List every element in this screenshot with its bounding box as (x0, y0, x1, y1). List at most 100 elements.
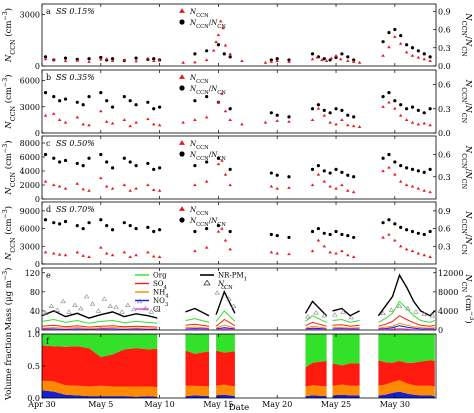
label-part: CCN (196, 211, 209, 217)
ncn-point (421, 311, 427, 316)
nccn-point (404, 118, 409, 122)
ratio-point (152, 57, 156, 61)
panel-label: b (46, 73, 51, 82)
panel-label: c (46, 139, 51, 148)
nccn-point (275, 119, 280, 122)
nccn-point (340, 249, 344, 253)
panel-frame (41, 3, 437, 67)
nccn-point (110, 121, 115, 125)
ratio-point (352, 235, 356, 240)
nr-pm1-line (304, 300, 328, 317)
so4-area (332, 363, 360, 386)
label-part: −3 (1, 78, 9, 87)
legend-label: NR-PM1 (218, 272, 247, 283)
label-part: ) (463, 320, 474, 323)
nccn-point (110, 253, 115, 257)
y2-tick-label: 4000 (438, 307, 458, 316)
nccn-point (334, 122, 338, 126)
panel-frame (41, 201, 437, 265)
ratio-point (340, 232, 344, 237)
label-part: NR-PM (218, 272, 244, 280)
ncn-point (396, 303, 403, 308)
y2-tick-label: 0.3 (438, 173, 451, 182)
label-part: N (189, 151, 197, 159)
nccn-point (204, 115, 209, 119)
ratio-point (87, 221, 91, 225)
ratio-point (275, 57, 279, 61)
ratio-point (404, 228, 409, 232)
label-part: N (189, 217, 197, 225)
ss-label: SS 0.50% (56, 139, 95, 148)
ncn-point (107, 303, 113, 308)
nccn-point (110, 59, 115, 62)
label-part: / (463, 168, 473, 171)
ncn-point (113, 304, 119, 309)
ratio-point (58, 222, 62, 226)
y2-axis-title: NCCN/NCN (460, 12, 473, 57)
label-part: ) (3, 8, 14, 11)
nccn-point (128, 124, 133, 128)
ratio-point (334, 107, 338, 111)
nccn-point (134, 120, 138, 124)
nh4-line (332, 327, 360, 329)
ratio-point (87, 156, 91, 160)
ratio-point (393, 99, 397, 103)
ratio-point (352, 115, 356, 119)
ratio-point (381, 221, 385, 225)
ratio-point (316, 164, 320, 168)
label-part: −3 (1, 11, 9, 20)
label-part: (cm (3, 87, 14, 106)
nccn-point (104, 251, 109, 255)
label-part: N (463, 38, 473, 47)
no3-area (378, 391, 435, 398)
nccn-point (87, 255, 91, 259)
ncn-point (42, 310, 49, 315)
ncn-point (48, 303, 55, 308)
nccn-point (345, 188, 350, 192)
label-part: −3 (1, 271, 9, 280)
ratio-point (87, 95, 91, 99)
ratio-point (404, 43, 409, 47)
y2-tick-label: 0.6 (438, 26, 451, 35)
nccn-point (223, 109, 228, 113)
label-part: N (463, 145, 473, 154)
ncn-point (119, 309, 125, 314)
nccn-point (328, 184, 332, 188)
ratio-point (381, 40, 385, 44)
nccn-point (63, 59, 68, 62)
nccn-point (75, 115, 80, 119)
y-tick-label: 6000 (20, 153, 40, 162)
nccn-point (51, 58, 56, 62)
ncn-point (214, 290, 220, 295)
nccn-point (287, 252, 291, 256)
label-part: CCN (196, 145, 209, 151)
org-area (378, 334, 435, 363)
label-part: ) (3, 268, 14, 271)
ratio-point (328, 171, 332, 175)
y2-tick-label: 0.9 (438, 207, 451, 216)
nccn-point (228, 118, 232, 122)
label-part: CN (460, 244, 468, 255)
label-part: ) (3, 140, 14, 143)
label-part: Org (153, 272, 167, 280)
label-part: / (209, 19, 212, 27)
nccn-point (428, 123, 432, 127)
ratio-point (322, 57, 326, 61)
nccn-point (157, 255, 162, 259)
nccn-point (51, 251, 56, 255)
no3-area (332, 394, 360, 398)
nccn-point (275, 251, 280, 255)
nccn-point (428, 190, 432, 194)
legend-label: NO3 (153, 297, 168, 308)
y-tick-label: 120 (25, 269, 40, 278)
nccn-point (334, 251, 338, 255)
nccn-point (51, 112, 56, 115)
ncn-point (220, 284, 226, 289)
label-part: N (189, 85, 197, 93)
ratio-point (399, 34, 403, 38)
nccn-point (338, 57, 343, 61)
no3-line (378, 325, 435, 330)
org-line (332, 318, 360, 323)
ratio-point (287, 58, 291, 62)
